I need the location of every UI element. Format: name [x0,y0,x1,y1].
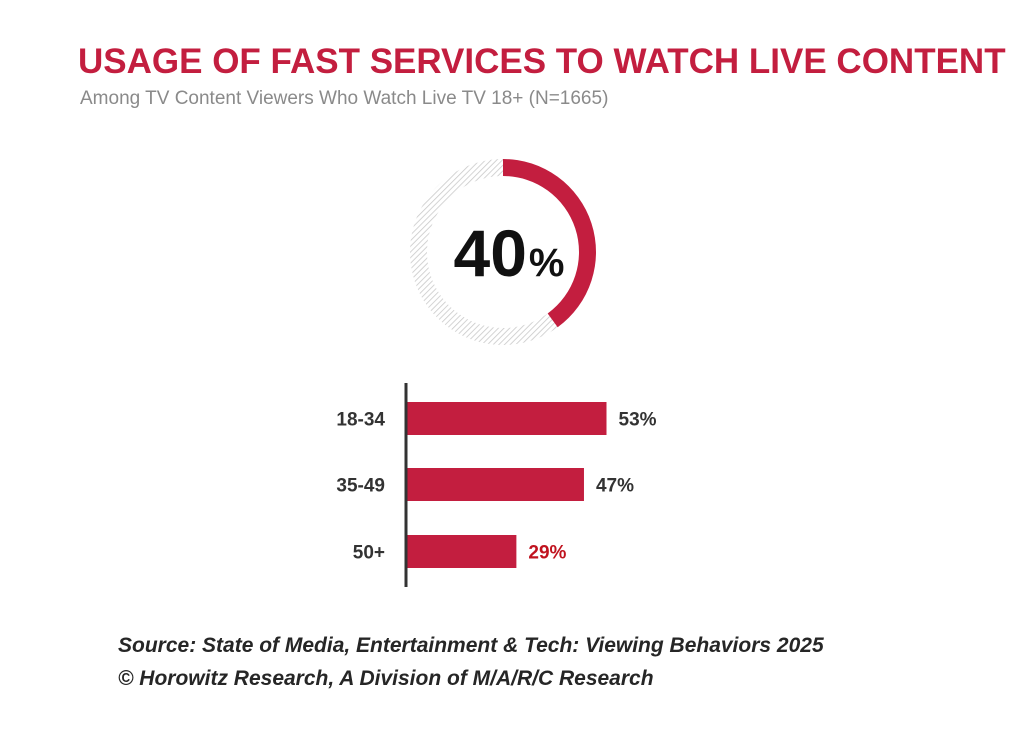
category-label-18-34: 18-34 [336,410,385,431]
chart-subtitle: Among TV Content Viewers Who Watch Live … [80,88,609,109]
value-label-18-34: 53% [619,410,657,431]
source-line-2: © Horowitz Research, A Division of M/A/R… [118,667,654,690]
donut-chart: 40% [409,159,596,345]
donut-value-label: 40% [454,216,565,290]
value-label-35-49: 47% [596,476,634,497]
donut-percent-sign: % [529,241,565,285]
donut-remainder-arc [409,159,558,345]
source-note: Source: State of Media, Entertainment & … [118,629,824,695]
bar-50+ [407,535,517,568]
value-label-50+: 29% [528,543,566,564]
category-label-35-49: 35-49 [336,476,385,497]
bar-18-34 [407,402,607,435]
chart-title: USAGE OF FAST SERVICES TO WATCH LIVE CON… [78,42,1006,81]
source-line-1: Source: State of Media, Entertainment & … [118,634,824,657]
donut-number: 40 [454,216,527,290]
donut-value-arc [503,159,596,328]
category-label-50+: 50+ [353,543,385,564]
bar-chart: 18-34 53% 35-49 47% 50+ 29% [336,383,657,587]
bar-35-49 [407,468,584,501]
